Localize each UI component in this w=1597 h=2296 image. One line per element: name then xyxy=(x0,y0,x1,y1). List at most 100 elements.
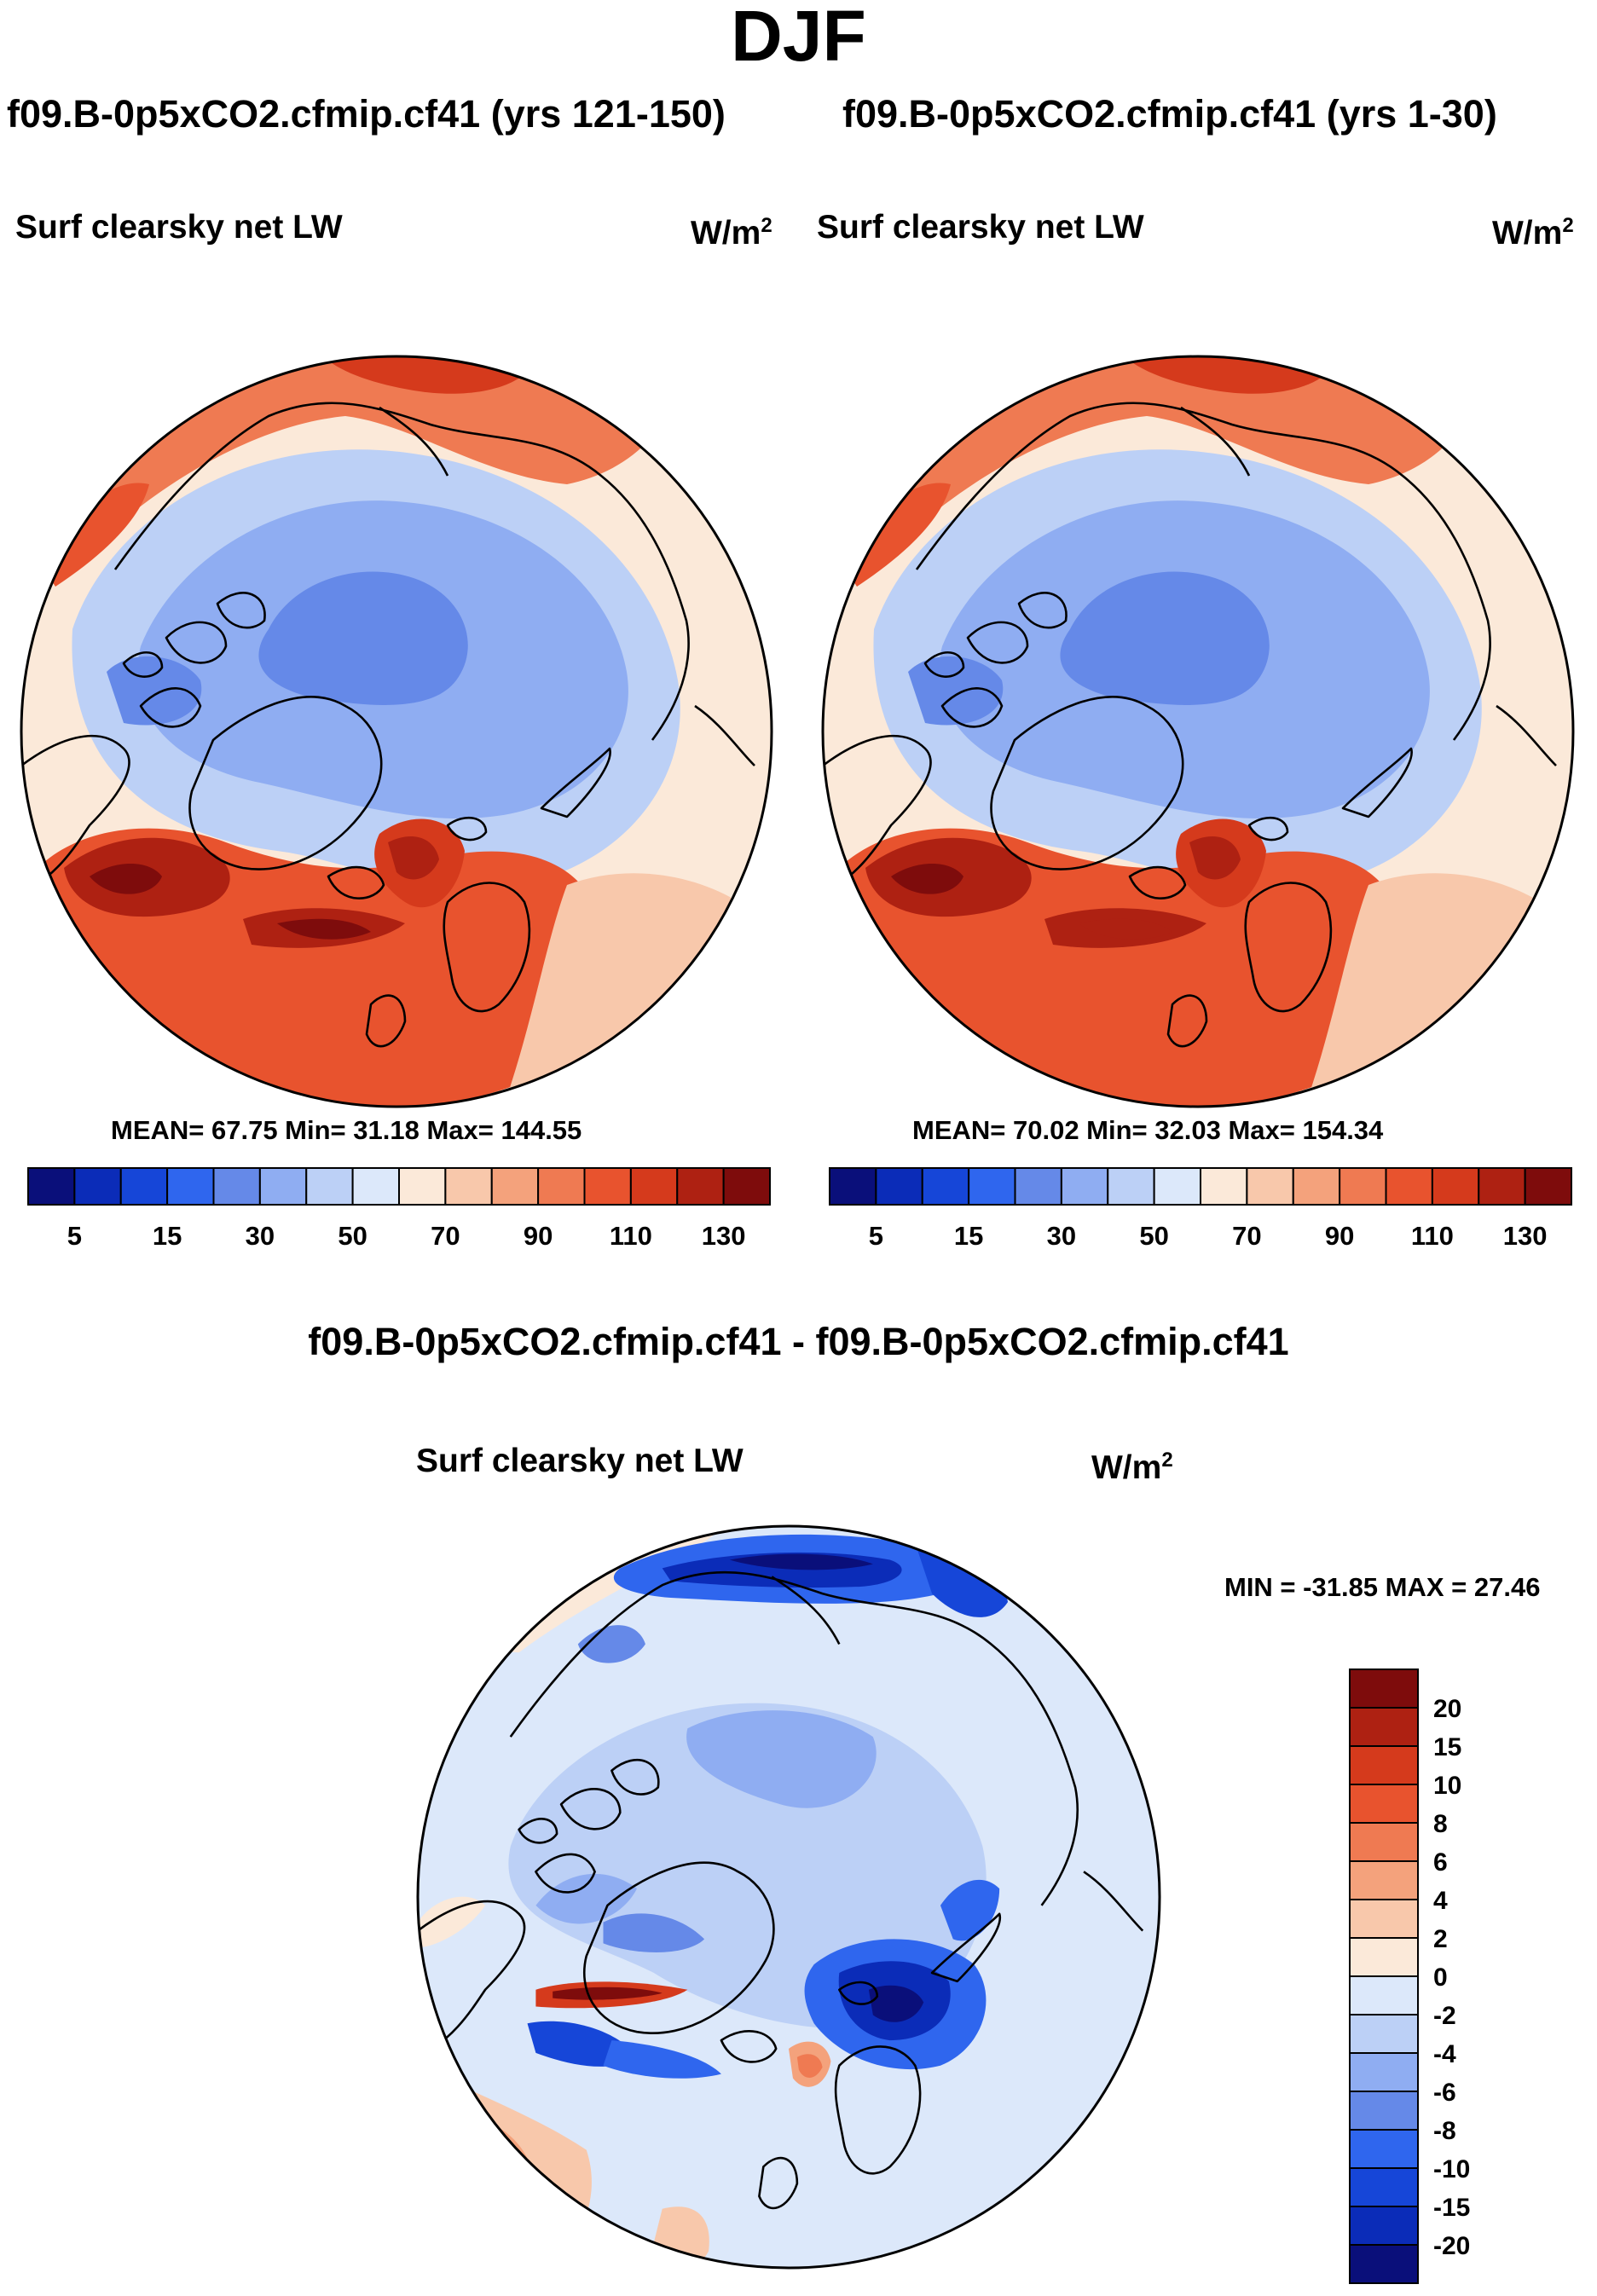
diff-panel-run-title: f09.B-0p5xCO2.cfmip.cf41 - f09.B-0p5xCO2… xyxy=(308,1320,1289,1363)
colorbar-swatch xyxy=(829,1167,877,1206)
right-panel-units: W/m2 xyxy=(1492,214,1574,252)
coastline xyxy=(720,2030,778,2063)
colorbar-swatch xyxy=(1349,1937,1419,1977)
left-colorbar: 5 15 30 50 70 90 110 130 xyxy=(27,1167,771,1251)
contour-region xyxy=(1189,836,1241,880)
colorbar-tick-label: 15 xyxy=(954,1221,983,1251)
coastline xyxy=(694,704,755,766)
coastline xyxy=(418,1900,526,2059)
colorbar-swatch xyxy=(676,1167,725,1206)
contour-region xyxy=(311,356,533,394)
left-map-border xyxy=(20,355,773,1108)
contour-region xyxy=(686,1710,877,1808)
colorbar-tick-label: 50 xyxy=(1139,1221,1168,1251)
colorbar-tick-label: -6 xyxy=(1433,2079,1456,2107)
coastline xyxy=(771,1576,841,1645)
left-map-fill xyxy=(21,356,772,1107)
colorbar-swatch xyxy=(921,1167,970,1206)
left-panel-units: W/m2 xyxy=(691,214,772,252)
colorbar-tick-label: 6 xyxy=(1433,1848,1448,1877)
contour-region xyxy=(796,2054,823,2078)
colorbar-swatch xyxy=(1349,1860,1419,1900)
colorbar-tick-label: 30 xyxy=(1047,1221,1076,1251)
colorbar-swatch xyxy=(1349,1975,1419,2016)
diff-panel-stats: MIN = -31.85 MAX = 27.46 xyxy=(1224,1572,1541,1602)
colorbar-swatch xyxy=(1246,1167,1294,1206)
coastline xyxy=(1083,1871,1144,1932)
coastline xyxy=(165,621,228,664)
coastline xyxy=(443,882,531,1013)
colorbar-swatch xyxy=(1349,1784,1419,1824)
coastline xyxy=(21,734,130,895)
coastline xyxy=(834,2045,922,2175)
coastline xyxy=(930,1912,1002,1983)
colorbar-tick-label: 15 xyxy=(153,1221,182,1251)
diff-map-border xyxy=(416,1524,1161,2270)
colorbar-swatch xyxy=(1349,2167,1419,2207)
colorbar-swatch xyxy=(1349,2206,1419,2246)
colorbar-tick-label: 0 xyxy=(1433,1963,1448,1992)
coastline xyxy=(923,651,965,678)
right-map-border xyxy=(821,355,1575,1108)
colorbar-swatch xyxy=(1431,1167,1480,1206)
right-colorbar: 5 15 30 50 70 90 110 130 xyxy=(829,1167,1572,1251)
diff-panel-units: W/m2 xyxy=(1091,1449,1173,1486)
colorbar-swatch xyxy=(537,1167,586,1206)
diff-map xyxy=(418,1526,1160,2268)
colorbar-swatch xyxy=(1339,1167,1387,1206)
colorbar-swatch xyxy=(1349,1669,1419,1709)
right-panel-stats: MEAN= 70.02 Min= 32.03 Max= 154.34 xyxy=(912,1115,1384,1145)
contour-region xyxy=(107,656,202,726)
colorbar-swatch xyxy=(1349,1822,1419,1862)
coastline xyxy=(216,592,266,629)
colorbar-swatch xyxy=(1200,1167,1248,1206)
contour-region xyxy=(388,836,439,880)
coastline xyxy=(915,402,1491,741)
coastline xyxy=(1244,882,1333,1013)
colorbar-swatch xyxy=(1349,2091,1419,2131)
left-panel-variable-label: Surf clearsky net LW xyxy=(15,209,343,246)
coastline xyxy=(838,1981,879,2005)
colorbar-swatch xyxy=(351,1167,400,1206)
colorbar-tick-label: -2 xyxy=(1433,2002,1456,2030)
coastline xyxy=(446,816,488,841)
colorbar-swatch xyxy=(1014,1167,1062,1206)
colorbar-swatch xyxy=(1349,2244,1419,2284)
colorbar-swatch xyxy=(73,1167,122,1206)
colorbar-tick-label: 70 xyxy=(431,1221,460,1251)
figure-title: DJF xyxy=(731,0,866,76)
coastline xyxy=(758,2156,799,2210)
left-panel-run-title: f09.B-0p5xCO2.cfmip.cf41 (yrs 121-150) xyxy=(7,92,726,136)
colorbar-swatch xyxy=(722,1167,771,1206)
colorbar-swatch xyxy=(490,1167,540,1206)
colorbar-tick-label: 5 xyxy=(67,1221,82,1251)
colorbar-tick-label: 15 xyxy=(1433,1733,1461,1761)
colorbar-swatch xyxy=(875,1167,923,1206)
colorbar-tick-label: -20 xyxy=(1433,2232,1470,2260)
colorbar-tick-label: -8 xyxy=(1433,2117,1456,2145)
contour-region xyxy=(908,656,1004,726)
contour-region xyxy=(729,1553,873,1570)
contour-region xyxy=(1060,571,1270,705)
colorbar-tick-label: -4 xyxy=(1433,2040,1456,2068)
coastline xyxy=(1128,865,1187,899)
colorbar-swatch xyxy=(258,1167,308,1206)
colorbar-tick-label: 90 xyxy=(1325,1221,1354,1251)
coastline xyxy=(509,1570,1079,1906)
coastline xyxy=(122,651,164,678)
contour-region xyxy=(940,1879,1000,1941)
contour-region xyxy=(1113,356,1334,394)
colorbar-tick-label: -15 xyxy=(1433,2194,1470,2222)
colorbar-tick-label: 50 xyxy=(338,1221,367,1251)
coastline xyxy=(1247,816,1289,841)
diff-panel-variable-label: Surf clearsky net LW xyxy=(416,1443,744,1479)
coastline xyxy=(188,696,383,870)
coastline xyxy=(327,865,385,899)
right-panel-variable-label: Surf clearsky net LW xyxy=(817,209,1144,246)
colorbar-swatch xyxy=(1292,1167,1341,1206)
coastline xyxy=(559,1788,622,1830)
coastline xyxy=(990,696,1184,870)
colorbar-swatch xyxy=(1153,1167,1201,1206)
contour-region xyxy=(868,1985,924,2022)
